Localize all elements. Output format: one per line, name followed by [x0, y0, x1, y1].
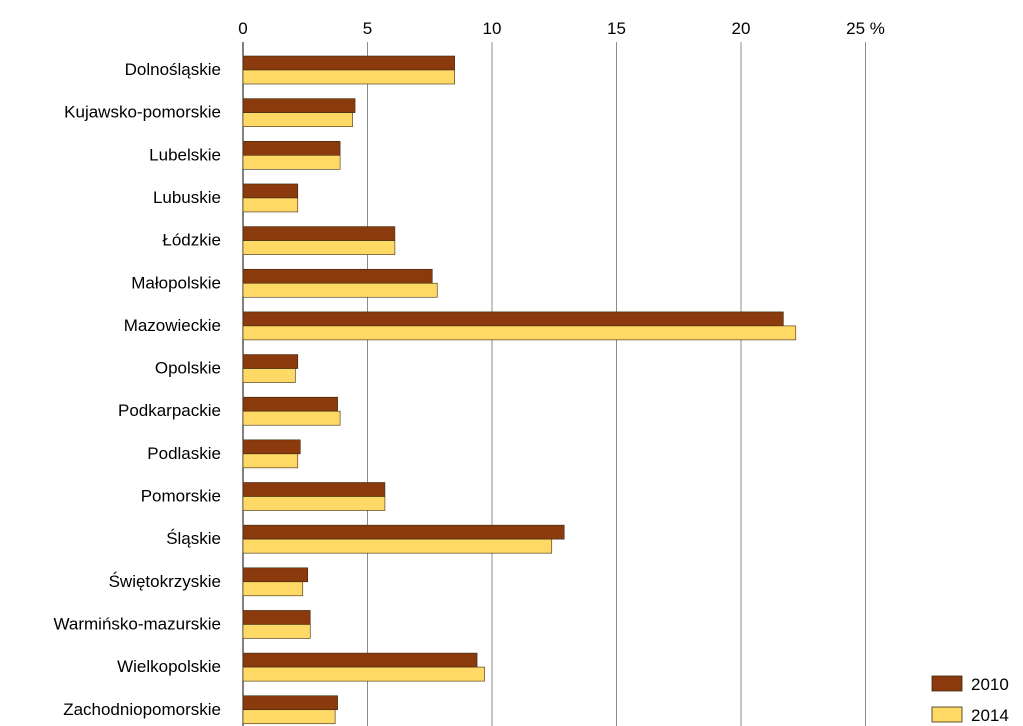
bar-2010: [243, 141, 340, 155]
category-label: Lubuskie: [153, 188, 221, 207]
bar-2010: [243, 184, 298, 198]
category-label: Zachodniopomorskie: [63, 700, 221, 719]
bar-2014: [243, 70, 455, 84]
category-label: Świętokrzyskie: [109, 572, 221, 591]
category-label: Warmińsko-mazurskie: [53, 614, 221, 633]
bar-2014: [243, 624, 310, 638]
category-label: Lubelskie: [149, 145, 221, 164]
x-tick-label: 10: [483, 19, 502, 38]
bar-2014: [243, 539, 552, 553]
bar-2010: [243, 568, 308, 582]
bar-2014: [243, 411, 340, 425]
x-tick-label: 25 %: [846, 19, 885, 38]
bar-2010: [243, 440, 300, 454]
bar-2014: [243, 497, 385, 511]
bar-2010: [243, 312, 783, 326]
bar-2010: [243, 525, 564, 539]
bar-2010: [243, 397, 338, 411]
bar-2010: [243, 483, 385, 497]
x-tick-label: 15: [607, 19, 626, 38]
bar-2010: [243, 653, 477, 667]
bars: [243, 56, 796, 724]
bar-2010: [243, 696, 338, 710]
legend-label: 2014: [971, 706, 1009, 725]
category-label: Dolnośląskie: [125, 60, 221, 79]
category-label: Wielkopolskie: [117, 657, 221, 676]
category-label: Pomorskie: [141, 487, 221, 506]
x-tick-label: 20: [732, 19, 751, 38]
bar-2010: [243, 610, 310, 624]
category-label: Mazowieckie: [124, 316, 221, 335]
category-label: Podlaskie: [147, 444, 221, 463]
bar-2014: [243, 326, 796, 340]
bar-2010: [243, 56, 455, 70]
bar-2014: [243, 710, 335, 724]
bar-2014: [243, 155, 340, 169]
bar-2014: [243, 369, 295, 383]
category-label: Podkarpackie: [118, 401, 221, 420]
category-label: Łódzkie: [162, 231, 221, 250]
bar-2010: [243, 99, 355, 113]
bar-2014: [243, 667, 485, 681]
bar-2014: [243, 198, 298, 212]
bar-2010: [243, 355, 298, 369]
legend-swatch: [932, 676, 962, 691]
bar-2014: [243, 582, 303, 596]
x-tick-label: 0: [238, 19, 247, 38]
bar-2010: [243, 227, 395, 241]
x-axis-ticks: 0 5 10 15 20 25 %: [238, 19, 885, 38]
category-label: Opolskie: [155, 359, 221, 378]
bar-2014: [243, 113, 353, 127]
category-labels: Dolnośląskie Kujawsko-pomorskie Lubelskie L…: [53, 60, 221, 719]
bar-2014: [243, 454, 298, 468]
bar-2014: [243, 283, 437, 297]
bar-2010: [243, 269, 432, 283]
legend-label: 2010: [971, 675, 1009, 694]
x-tick-label: 5: [363, 19, 372, 38]
legend-swatch: [932, 707, 962, 722]
bar-2014: [243, 241, 395, 255]
legend: 2010 2014: [932, 675, 1009, 725]
category-label: Śląskie: [166, 529, 221, 548]
category-label: Małopolskie: [131, 273, 221, 292]
category-label: Kujawsko-pomorskie: [64, 103, 221, 122]
